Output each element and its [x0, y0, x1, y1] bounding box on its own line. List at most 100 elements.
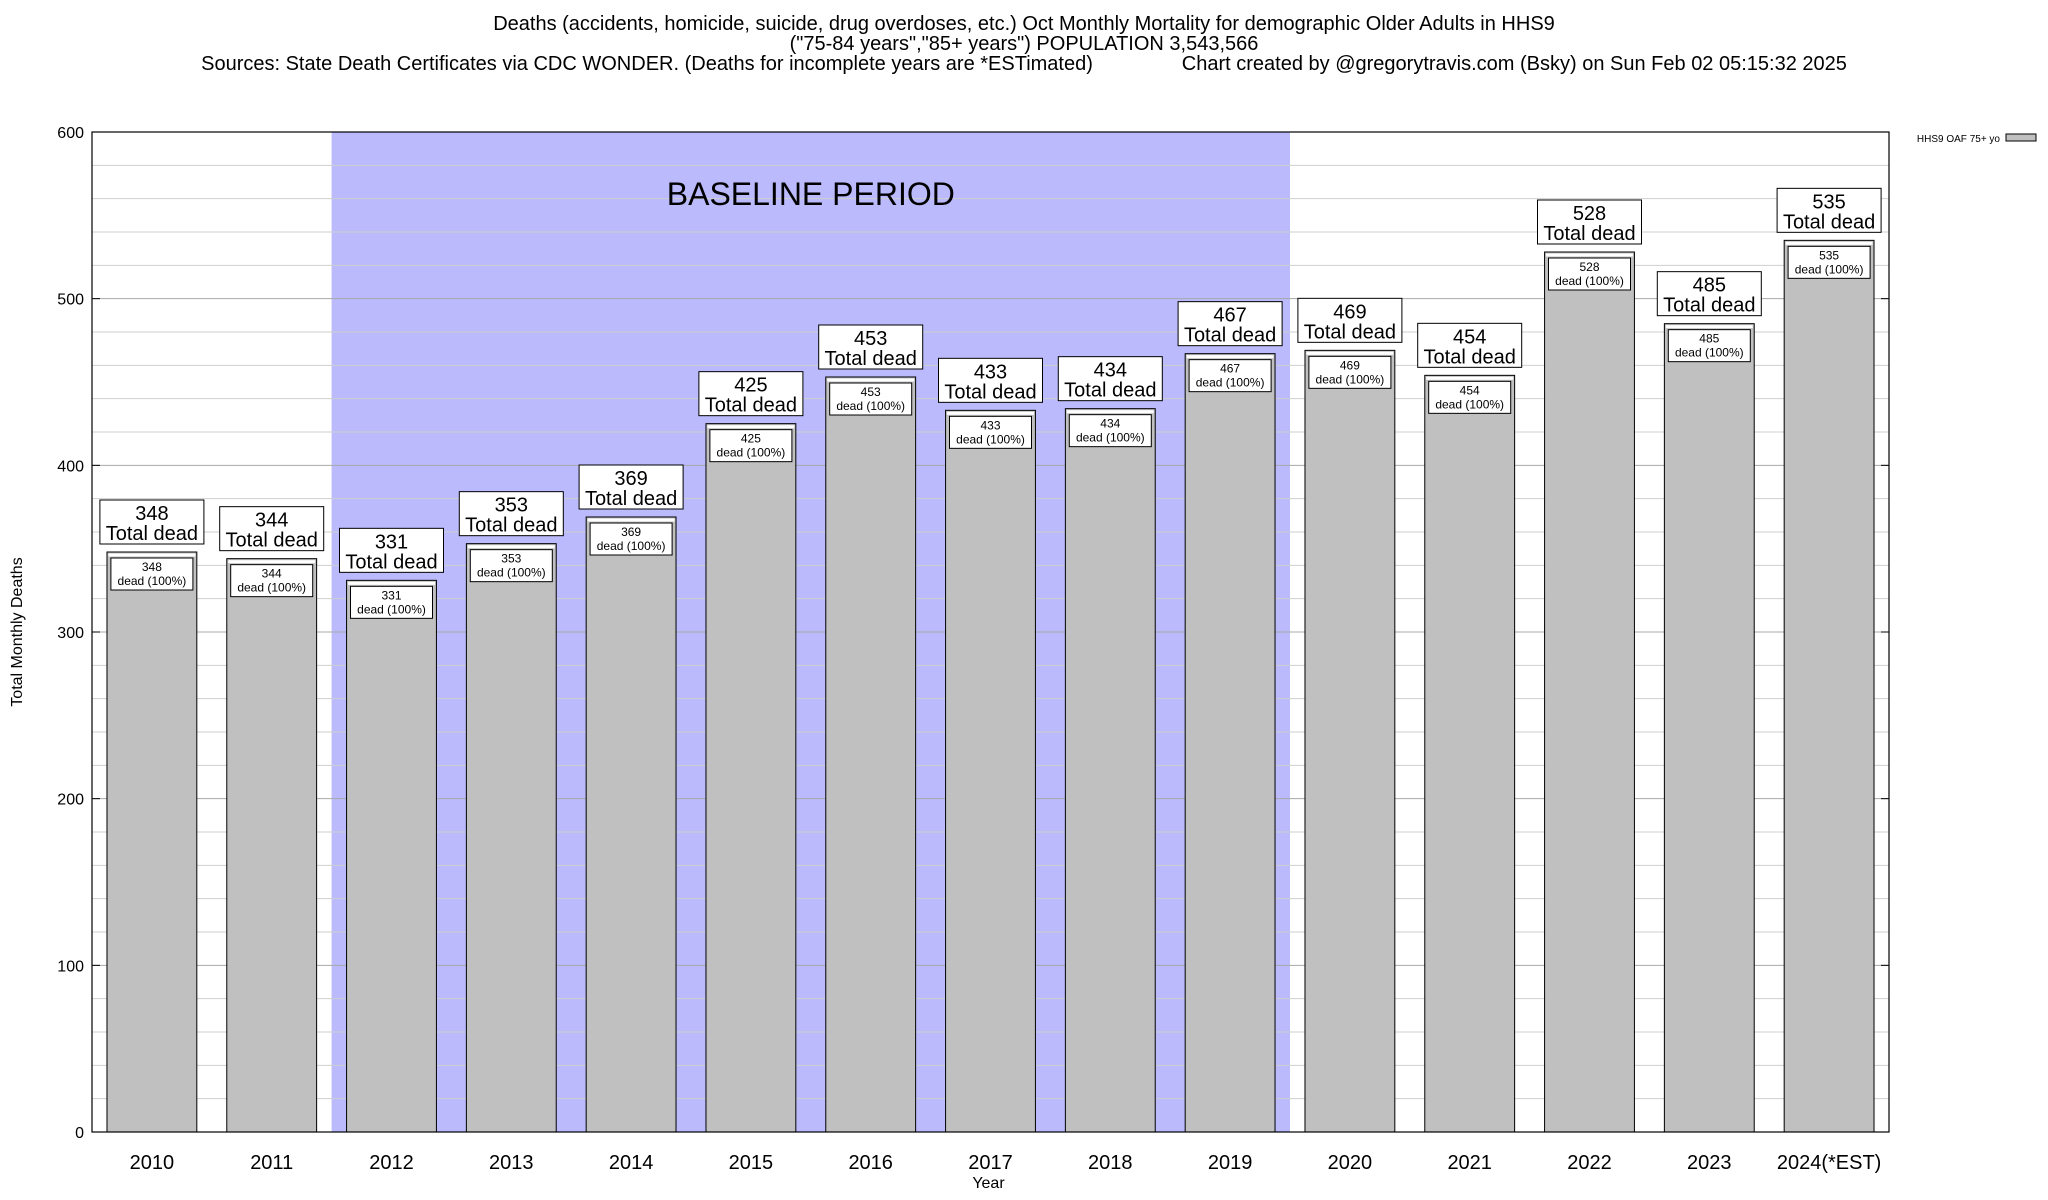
total-label-text: Total dead — [1304, 321, 1396, 343]
bar-cap — [1665, 325, 1753, 329]
total-label-text: Total dead — [944, 381, 1036, 403]
total-label-value: 434 — [1094, 360, 1127, 382]
y-axis-label: Total Monthly Deaths — [9, 557, 26, 706]
inner-label-value: 535 — [1819, 248, 1839, 262]
inner-label-box — [350, 585, 433, 619]
y-tick-label: 300 — [57, 625, 84, 642]
inner-label-value: 467 — [1220, 362, 1240, 376]
bar-cap — [1785, 241, 1873, 245]
inner-label-box — [230, 564, 314, 598]
total-label-box — [1297, 297, 1403, 343]
inner-label-box — [1308, 355, 1392, 389]
total-label-text: Total dead — [106, 523, 198, 545]
bar — [226, 558, 318, 1133]
bar-cap — [827, 378, 915, 382]
inner-label-text: dead (100%) — [597, 539, 666, 553]
total-label-box — [698, 371, 804, 417]
total-label-box — [1776, 187, 1882, 233]
bar-cap — [467, 545, 555, 549]
x-tick-label: 2013 — [489, 1152, 534, 1174]
legend-label: HHS9 OAF 75+ yo — [1917, 134, 2001, 145]
bar-cap — [228, 560, 316, 564]
inner-label-value: 425 — [741, 432, 761, 446]
bar — [465, 543, 557, 1133]
bar — [1184, 353, 1276, 1133]
chart-title: Deaths (accidents, homicide, suicide, dr… — [493, 13, 1555, 35]
y-tick-label: 200 — [57, 792, 84, 809]
inner-label-value: 454 — [1460, 383, 1480, 397]
total-label-value: 485 — [1693, 275, 1726, 297]
y-tick-label: 0 — [75, 1125, 84, 1142]
inner-label-box — [709, 429, 793, 463]
inner-label-text: dead (100%) — [118, 574, 187, 588]
total-label-text: Total dead — [1184, 325, 1276, 347]
total-label-value: 535 — [1812, 191, 1845, 213]
inner-label-text: dead (100%) — [1435, 397, 1504, 411]
total-label-value: 469 — [1333, 301, 1366, 323]
total-label-text: Total dead — [1424, 346, 1516, 368]
total-label-text: Total dead — [1783, 211, 1875, 233]
inner-label-box — [1428, 380, 1512, 414]
inner-label-text: dead (100%) — [237, 581, 306, 595]
inner-label-value: 433 — [980, 418, 1000, 432]
bar — [106, 551, 198, 1133]
total-label-box — [1177, 301, 1283, 347]
total-label-value: 528 — [1573, 203, 1606, 225]
inner-label-value: 453 — [861, 385, 881, 399]
inner-label-text: dead (100%) — [1675, 346, 1744, 360]
inner-label-box — [949, 415, 1032, 449]
y-tick-label: 600 — [57, 125, 84, 142]
inner-label-box — [110, 557, 194, 591]
inner-label-value: 369 — [621, 525, 641, 539]
bar — [585, 516, 677, 1133]
bar-cap — [587, 518, 675, 522]
inner-label-value: 485 — [1699, 332, 1719, 346]
y-tick-label: 100 — [57, 958, 84, 975]
total-label-value: 369 — [614, 468, 647, 490]
baseline-label: BASELINE PERIOD — [667, 176, 955, 212]
total-label-text: Total dead — [465, 515, 557, 537]
inner-label-box — [1068, 414, 1152, 448]
total-label-text: Total dead — [825, 348, 917, 370]
bar — [346, 579, 437, 1133]
x-tick-label: 2012 — [369, 1152, 414, 1174]
inner-label-box — [1548, 257, 1631, 291]
inner-label-value: 528 — [1579, 260, 1599, 274]
bar — [1544, 251, 1635, 1133]
total-label-value: 425 — [734, 375, 767, 397]
total-label-text: Total dead — [226, 530, 318, 552]
inner-label-value: 434 — [1100, 417, 1120, 431]
inner-label-text: dead (100%) — [1555, 274, 1624, 288]
total-label-box — [339, 527, 444, 573]
total-label-text: Total dead — [1663, 295, 1755, 317]
bar — [1663, 323, 1755, 1133]
y-tick-label: 500 — [57, 292, 84, 309]
bar — [705, 423, 797, 1133]
total-label-box — [578, 464, 684, 510]
total-label-box — [99, 499, 205, 545]
x-tick-label: 2014 — [609, 1152, 654, 1174]
total-label-value: 331 — [375, 531, 408, 553]
total-label-box — [818, 324, 924, 370]
inner-label-box — [469, 549, 553, 583]
bar — [1304, 349, 1396, 1133]
chart-subtitle: ("75-84 years","85+ years") POPULATION 3… — [789, 33, 1259, 55]
x-tick-label: 2010 — [130, 1152, 175, 1174]
x-tick-label: 2015 — [729, 1152, 774, 1174]
inner-label-box — [1787, 245, 1871, 279]
inner-label-box — [829, 382, 913, 416]
total-label-text: Total dead — [1543, 223, 1635, 245]
inner-label-text: dead (100%) — [477, 566, 546, 580]
x-tick-label: 2017 — [968, 1152, 1013, 1174]
bar-cap — [348, 581, 435, 585]
x-tick-label: 2019 — [1208, 1152, 1253, 1174]
x-tick-label: 2016 — [848, 1152, 893, 1174]
inner-label-box — [1188, 359, 1272, 393]
inner-label-value: 344 — [262, 567, 282, 581]
inner-label-box — [1667, 329, 1751, 363]
bar-cap — [1066, 410, 1154, 414]
bar — [1064, 408, 1156, 1133]
y-tick-label: 400 — [57, 458, 84, 475]
total-label-text: Total dead — [345, 551, 437, 573]
inner-label-value: 353 — [501, 552, 521, 566]
